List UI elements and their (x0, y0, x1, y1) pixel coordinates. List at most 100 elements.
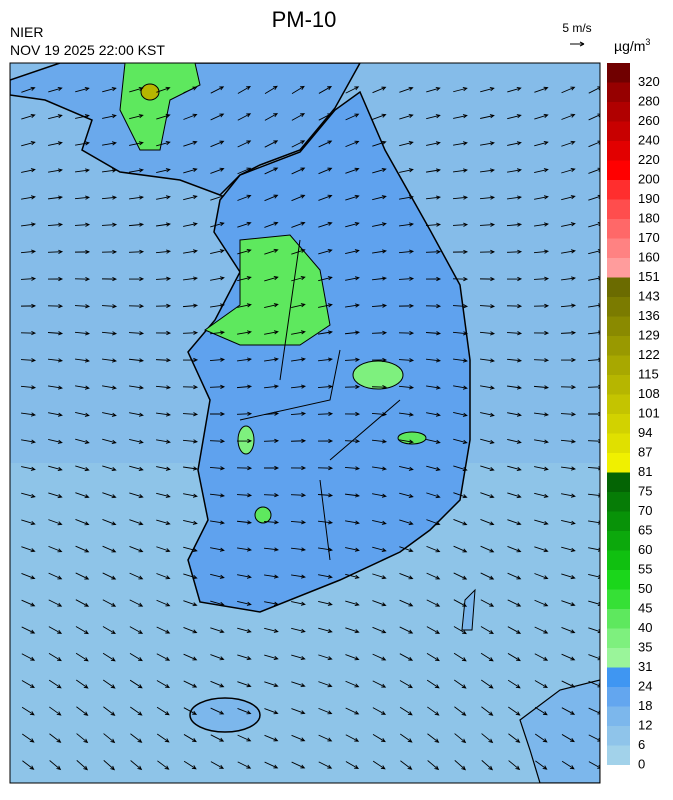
wind-arrow (237, 167, 252, 175)
wind-arrow (21, 141, 36, 147)
high-pm-area (352, 360, 404, 390)
wind-arrow (75, 626, 89, 635)
wind-scale-arrow (570, 41, 585, 47)
wind-arrow (480, 168, 495, 173)
wind-arrow (426, 572, 441, 580)
wind-arrow (183, 760, 197, 770)
colorbar-tick-label: 108 (638, 386, 660, 401)
wind-arrow (183, 653, 198, 661)
wind-arrow (237, 194, 252, 201)
colorbar-tick-label: 31 (638, 659, 652, 674)
wind-arrow (128, 358, 145, 363)
wind-arrow (425, 276, 442, 282)
wind-arrow (264, 113, 279, 121)
wind-arrow (561, 600, 576, 607)
colorbar-segment (607, 336, 630, 356)
wind-arrow (210, 707, 225, 715)
wind-arrow (345, 600, 360, 607)
wind-arrow (48, 412, 63, 417)
wind-arrow (453, 679, 467, 689)
wind-arrow (344, 357, 361, 362)
wind-arrow (75, 519, 90, 526)
wind-arrow (398, 385, 415, 390)
wind-arrow (453, 545, 468, 553)
wind-arrow (372, 573, 387, 580)
high-pm-area (254, 506, 272, 524)
wind-arrow (534, 222, 549, 227)
wind-arrow (236, 520, 253, 525)
wind-arrow (210, 276, 225, 281)
wind-arrow (317, 384, 334, 389)
agency: NIER (10, 24, 43, 40)
colorbar-tick-label: 136 (638, 308, 660, 323)
wind-arrow (263, 411, 280, 416)
wind-arrow (452, 331, 469, 336)
colorbar-tick-label: 70 (638, 503, 652, 518)
colorbar-tick-label: 24 (638, 678, 652, 693)
wind-arrow (156, 439, 171, 444)
wind-arrow (398, 303, 415, 309)
wind-arrow (47, 331, 64, 336)
wind-arrow (561, 546, 576, 552)
wind-arrow (48, 545, 63, 553)
wind-arrow (344, 411, 361, 417)
wind-arrow (561, 113, 576, 120)
wind-arrow (183, 493, 198, 498)
wind-arrow (426, 438, 441, 444)
colorbar-tick-label: 6 (638, 737, 645, 752)
wind-arrow (508, 733, 521, 743)
wind-arrow (426, 86, 441, 93)
wind-arrow (102, 141, 117, 146)
wind-arrow (372, 519, 387, 525)
wind-arrow (183, 600, 198, 607)
colorbar-tick-label: 160 (638, 249, 660, 264)
wind-arrow (561, 734, 575, 743)
wind-arrow (399, 412, 414, 417)
wind-arrow (507, 195, 522, 200)
wind-arrow (129, 168, 144, 173)
wind-arrow (263, 493, 280, 498)
wind-arrow (345, 547, 360, 552)
wind-arrow (129, 626, 144, 634)
wind-arrow (209, 439, 226, 444)
wind-arrow (508, 706, 521, 716)
wind-arrow (534, 653, 549, 661)
wind-arrow (210, 680, 225, 688)
wind-arrow (102, 626, 116, 635)
wind-arrow (507, 114, 522, 120)
wind-arrow (102, 358, 117, 363)
wind-arrow (156, 599, 171, 607)
wind-arrow (453, 572, 468, 580)
wind-arrow (561, 653, 576, 661)
wind-arrow (425, 304, 442, 309)
wind-arrow (453, 492, 468, 499)
wind-arrow (318, 734, 333, 742)
wind-arrow (426, 626, 441, 634)
wind-arrow (534, 86, 549, 93)
wind-arrow (561, 707, 576, 715)
wind-arrow (426, 168, 441, 173)
tsushima (461, 588, 476, 631)
wind-arrow (426, 599, 441, 607)
wind-arrow (427, 733, 440, 743)
wind-arrow (453, 412, 468, 417)
wind-arrow (317, 466, 334, 471)
wind-arrow (399, 439, 414, 444)
wind-arrow (20, 303, 37, 309)
wind-arrow (291, 681, 306, 688)
wind-arrow (561, 466, 576, 471)
wind-arrow (561, 222, 576, 227)
wind-arrow (129, 599, 144, 607)
wind-arrow (399, 653, 414, 661)
timestamp: NOV 19 2025 22:00 KST (10, 42, 165, 58)
wind-arrow (291, 654, 306, 661)
wind-arrow (400, 733, 413, 743)
wind-arrow (183, 707, 198, 715)
wind-arrow (291, 761, 306, 769)
wind-arrow (290, 547, 306, 552)
wind-arrow (480, 465, 495, 472)
wind-arrow (210, 86, 225, 94)
colorbar-segment (607, 472, 630, 492)
wind-arrow (399, 626, 414, 634)
wind-arrow (317, 493, 334, 498)
